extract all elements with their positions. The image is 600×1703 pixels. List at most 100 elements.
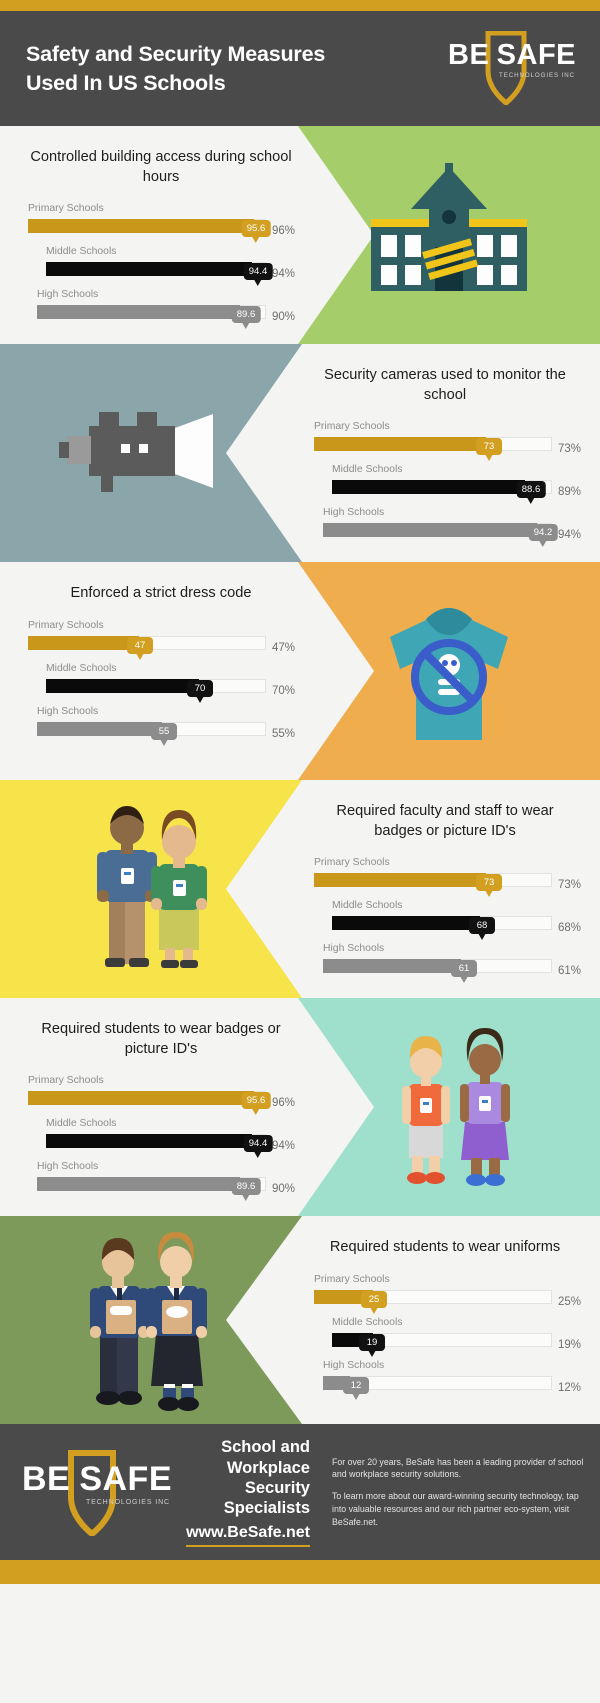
bar-chart-faculty-badges: Primary Schools 73 73% Middle Schools (308, 855, 582, 984)
row-label: High Schools (323, 507, 385, 519)
section-faculty-badges: Required faculty and staff to wear badge… (0, 780, 600, 998)
section-security-cameras: Security cameras used to monitor the sch… (0, 344, 600, 562)
page-header: Safety and Security Measures Used In US … (0, 11, 600, 126)
value-callout: 89.6 (231, 306, 261, 330)
row-percent: 12% (558, 1381, 582, 1394)
bar-chart-controlled-access: Primary Schools 95.6 96% Middle Schools (22, 201, 300, 330)
value-callout: 47 (127, 636, 153, 660)
art-school-building (298, 126, 600, 344)
bar-track (323, 1375, 552, 1390)
row-percent: 25% (558, 1295, 582, 1308)
value-callout: 73 (476, 874, 502, 898)
art-students-in-uniform (0, 1216, 302, 1424)
chart-row: Primary Schools 47 47% (28, 618, 300, 661)
chart-row: Middle Schools 70 70% (28, 661, 300, 704)
value-callout: 94.4 (243, 263, 273, 287)
bar-fill (323, 959, 462, 974)
footer-logo-subtitle: TECHNOLOGIES INC (85, 1499, 170, 1506)
logo-wordmark: BE SAFE (448, 38, 576, 71)
value-callout: 25 (361, 1290, 387, 1314)
bar-track (28, 219, 266, 234)
row-percent: 96% (272, 1097, 296, 1110)
bar-chart-student-badges: Primary Schools 95.6 96% Middle Schools (22, 1073, 300, 1202)
row-label: Middle Schools (46, 246, 117, 258)
bar-fill (28, 219, 254, 234)
row-percent: 90% (272, 1183, 296, 1196)
chart-row: High Schools 89.6 90% (28, 287, 300, 330)
value-callout: 94.4 (243, 1135, 273, 1159)
row-label: High Schools (37, 705, 99, 717)
row-label: Middle Schools (46, 662, 117, 674)
bar-fill (332, 916, 481, 931)
row-percent: 73% (558, 443, 582, 456)
bar-fill (46, 1134, 252, 1149)
value-callout: 94.2 (528, 524, 558, 548)
bar-chart-dress-code: Primary Schools 47 47% Middle Schools (22, 618, 300, 747)
footer-tagline-block: School and Workplace Security Specialist… (180, 1437, 310, 1547)
value-callout: 61 (451, 960, 477, 984)
bar-fill (28, 635, 139, 650)
chart-row: Middle Schools 94.4 94% (28, 244, 300, 287)
bar-track (28, 1091, 266, 1106)
art-no-hoodie (298, 562, 600, 780)
section-dress-code: Enforced a strict dress code Primary Sch… (0, 562, 600, 780)
chart-row: High Schools 89.6 90% (28, 1159, 300, 1202)
value-callout: 95.6 (241, 1092, 271, 1116)
row-label: Primary Schools (28, 619, 104, 631)
panel-controlled-access: Controlled building access during school… (0, 126, 320, 344)
panel-uniforms: Required students to wear uniforms Prima… (280, 1216, 600, 1424)
footer-logo-safe: SAFE (79, 1460, 172, 1498)
chart-row: High Schools 94.2 94% (314, 505, 582, 548)
row-label: Middle Schools (332, 464, 403, 476)
value-callout: 12 (343, 1376, 369, 1400)
row-label: High Schools (37, 289, 99, 301)
chart-row: High Schools 55 55% (28, 704, 300, 747)
bar-fill (37, 305, 241, 320)
chart-row: Primary Schools 25 25% (314, 1272, 582, 1315)
chart-row: Primary Schools 73 73% (314, 419, 582, 462)
logo-be: BE (448, 38, 490, 71)
bar-fill (28, 1091, 254, 1106)
panel-dress-code: Enforced a strict dress code Primary Sch… (0, 562, 320, 780)
row-label: High Schools (37, 1161, 99, 1173)
footer-logo-be: BE (22, 1460, 71, 1498)
art-teachers-with-badges (0, 780, 302, 998)
section-student-badges: Required students to wear badges or pict… (0, 998, 600, 1216)
footer-logo-wordmark: BE SAFE (22, 1462, 172, 1496)
row-label: High Schools (323, 943, 385, 955)
bar-track (314, 873, 552, 888)
bar-track (323, 959, 552, 974)
value-callout: 88.6 (516, 481, 546, 505)
chart-row: Primary Schools 73 73% (314, 855, 582, 898)
row-label: Primary Schools (314, 421, 390, 433)
besafe-logo: BE SAFE TECHNOLOGIES INC (448, 27, 576, 111)
row-label: Primary Schools (28, 203, 104, 215)
value-callout: 95.6 (241, 220, 271, 244)
section-title: Required students to wear badges or pict… (41, 1021, 281, 1057)
row-percent: 73% (558, 879, 582, 892)
row-label: High Schools (323, 1359, 385, 1371)
chart-row: Middle Schools 94.4 94% (28, 1116, 300, 1159)
bar-chart-security-cameras: Primary Schools 73 73% Middle Schools (308, 419, 582, 548)
value-callout: 73 (476, 438, 502, 462)
row-percent: 47% (272, 641, 296, 654)
logo-safe: SAFE (496, 38, 576, 71)
footer-paragraph-2: To learn more about our award-winning se… (332, 1491, 579, 1527)
row-percent: 68% (558, 922, 582, 935)
value-callout: 55 (151, 722, 177, 746)
bar-track (314, 1289, 552, 1304)
bar-track (323, 523, 552, 538)
footer-tagline: School and Workplace Security Specialist… (221, 1438, 310, 1517)
bar-fill (46, 678, 199, 693)
bar-track (37, 1177, 266, 1192)
art-students-with-badges (298, 998, 600, 1216)
footer-website-link[interactable]: www.BeSafe.net (186, 1523, 310, 1547)
shield-icon (485, 30, 527, 105)
value-callout: 70 (187, 679, 213, 703)
row-label: Middle Schools (332, 900, 403, 912)
top-gold-rule (0, 0, 600, 11)
value-callout: 89.6 (231, 1178, 261, 1202)
row-percent: 61% (558, 965, 582, 978)
chart-row: Middle Schools 68 68% (314, 898, 582, 941)
